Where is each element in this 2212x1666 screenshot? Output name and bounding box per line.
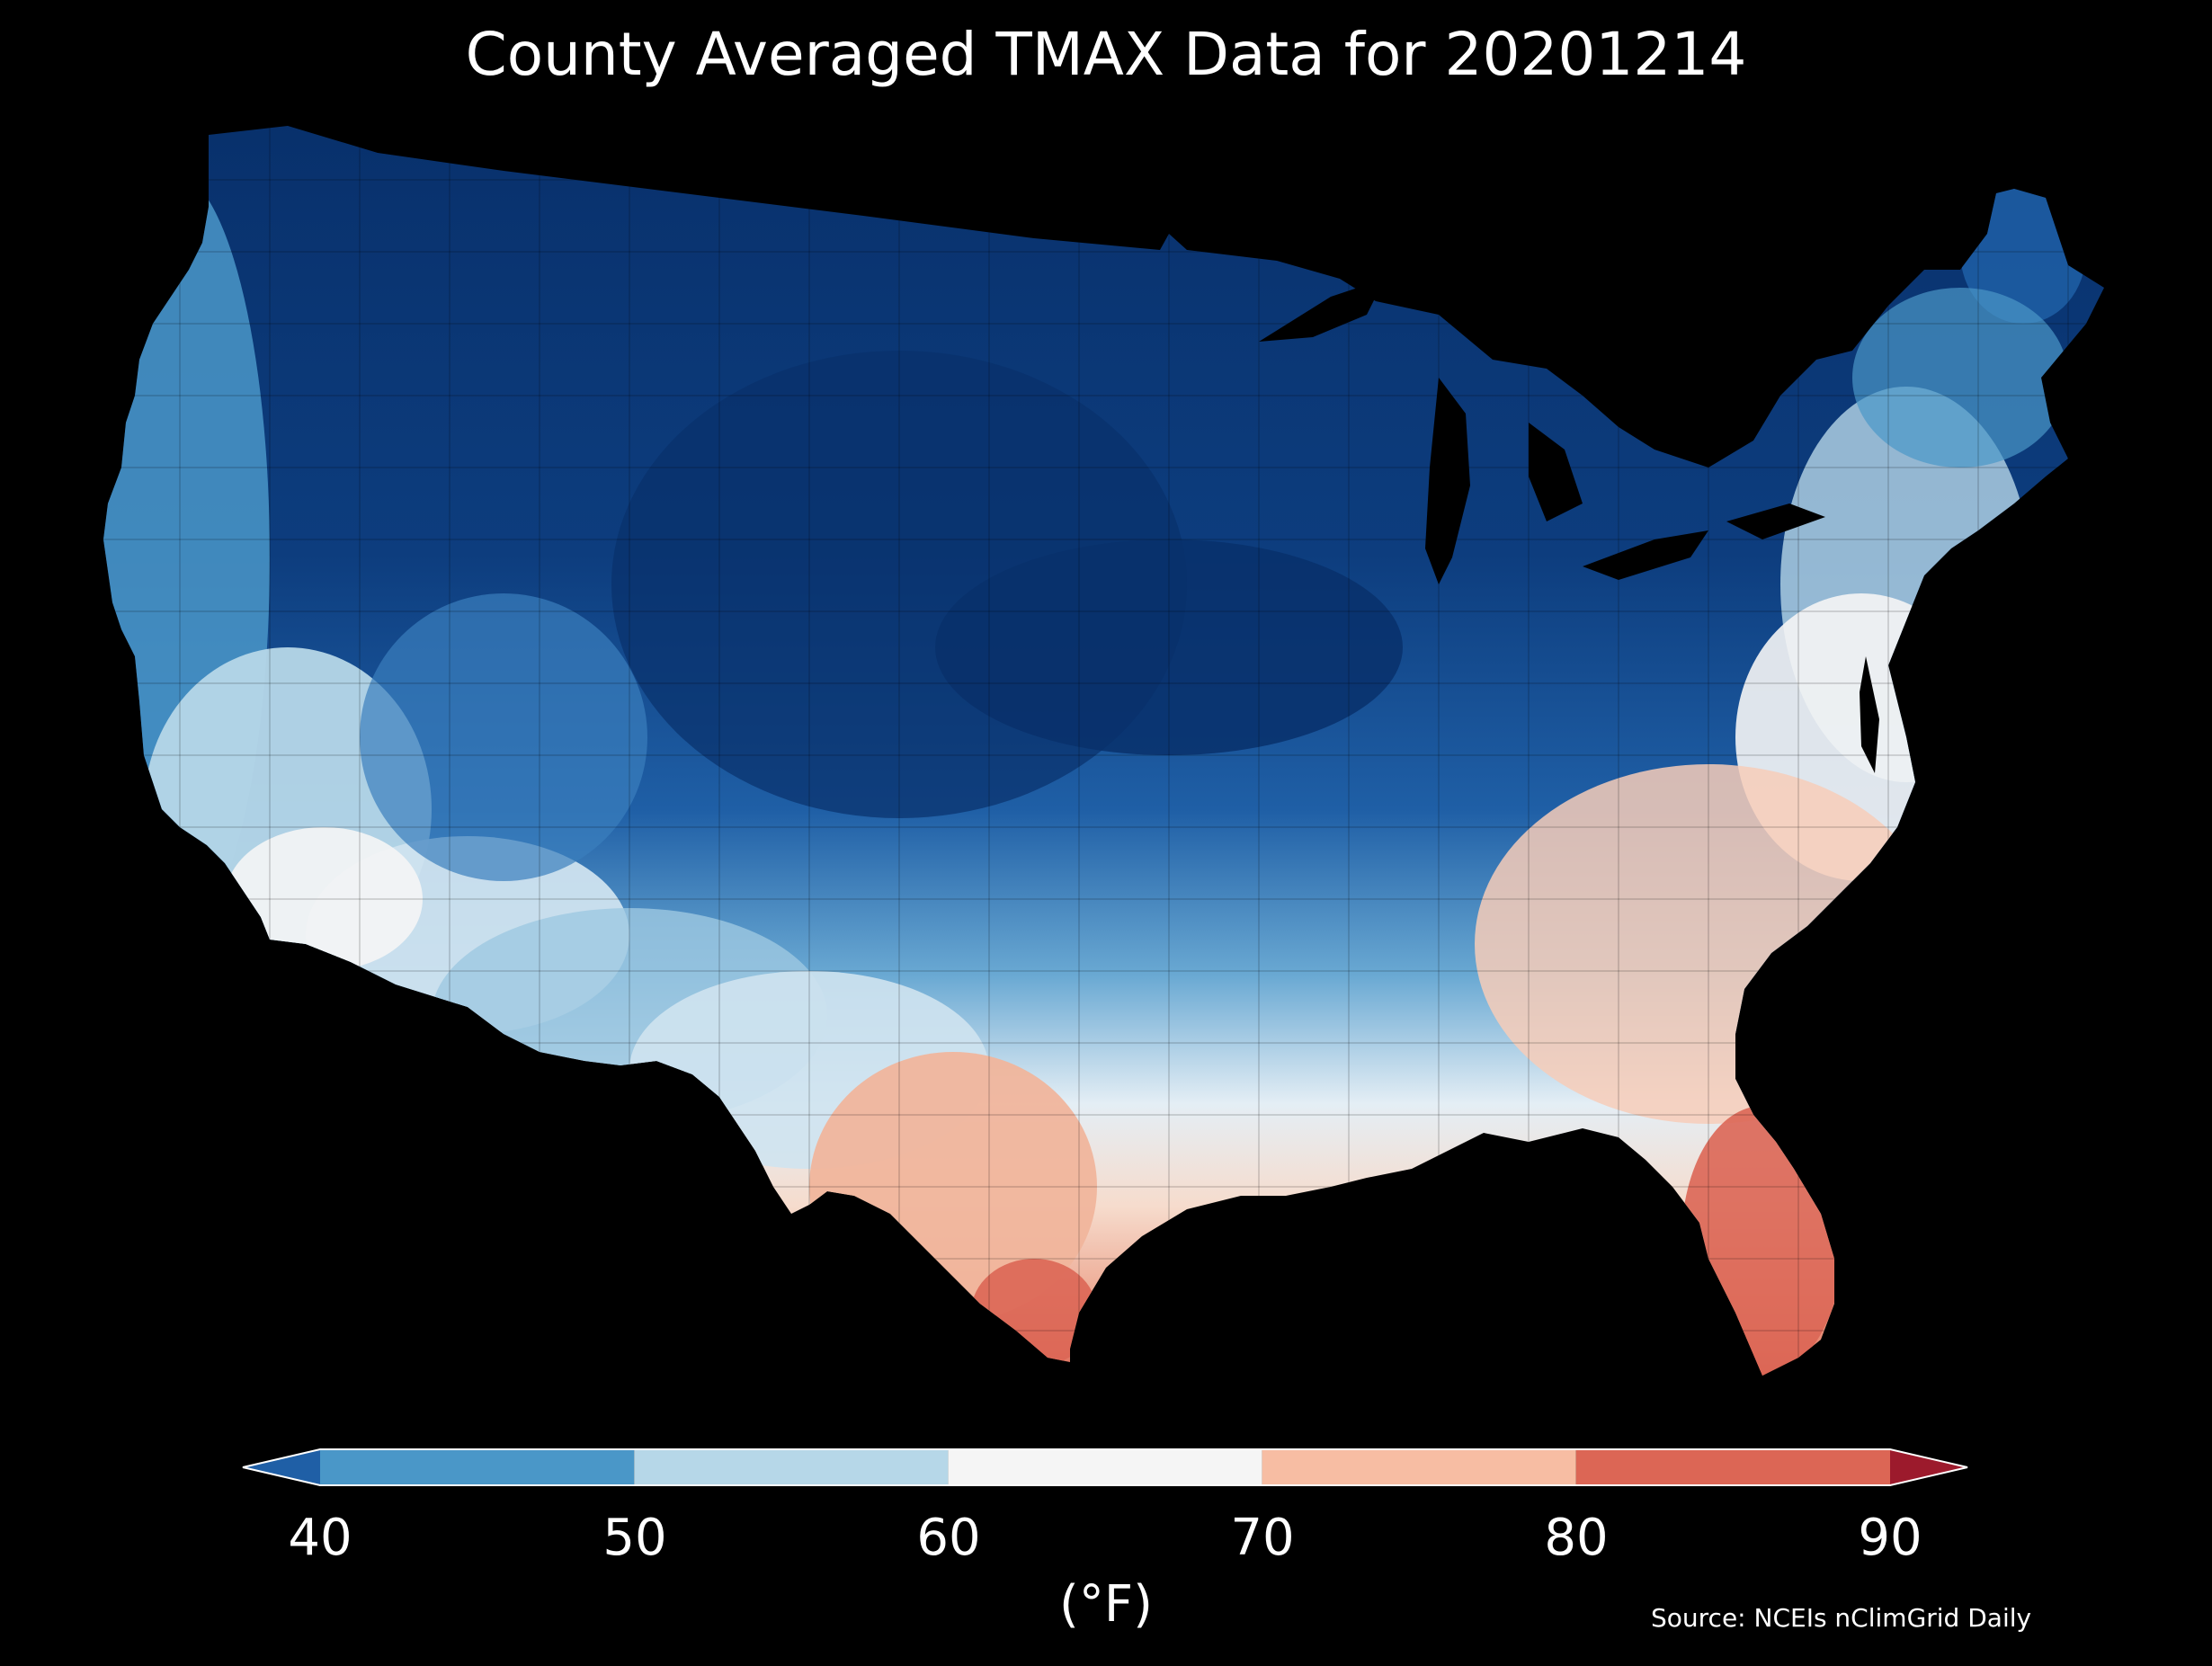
colorbar-segment: [634, 1449, 949, 1485]
colorbar-tick-80: 80: [1544, 1509, 1609, 1567]
colorbar-tick-70: 70: [1230, 1509, 1295, 1567]
colorbar-tick-40: 40: [288, 1509, 352, 1567]
colorbar-segments: [242, 1448, 1968, 1486]
colorbar-segment: [1262, 1449, 1576, 1485]
page-title: County Averaged TMAX Data for 20201214: [465, 20, 1747, 89]
colorbar-extend-high: [1890, 1449, 1967, 1485]
colorbar-unit-label: (°F): [1059, 1575, 1153, 1634]
great-lakes: [1259, 279, 1825, 584]
colorbar-tick-50: 50: [602, 1509, 667, 1567]
source-credit: Source: NCEIs nClimGrid Daily: [1651, 1603, 2032, 1633]
colorbar-tick-90: 90: [1858, 1509, 1922, 1567]
colorbar-outline: [242, 1448, 1968, 1486]
chesapeake-bay: [1860, 656, 1879, 773]
colorbar-segment: [1575, 1449, 1890, 1485]
colorbar-segment: [320, 1449, 635, 1485]
colorbar-tick-60: 60: [916, 1509, 981, 1567]
colorbar-segment: [948, 1449, 1262, 1485]
colorbar-extend-low: [243, 1449, 320, 1485]
